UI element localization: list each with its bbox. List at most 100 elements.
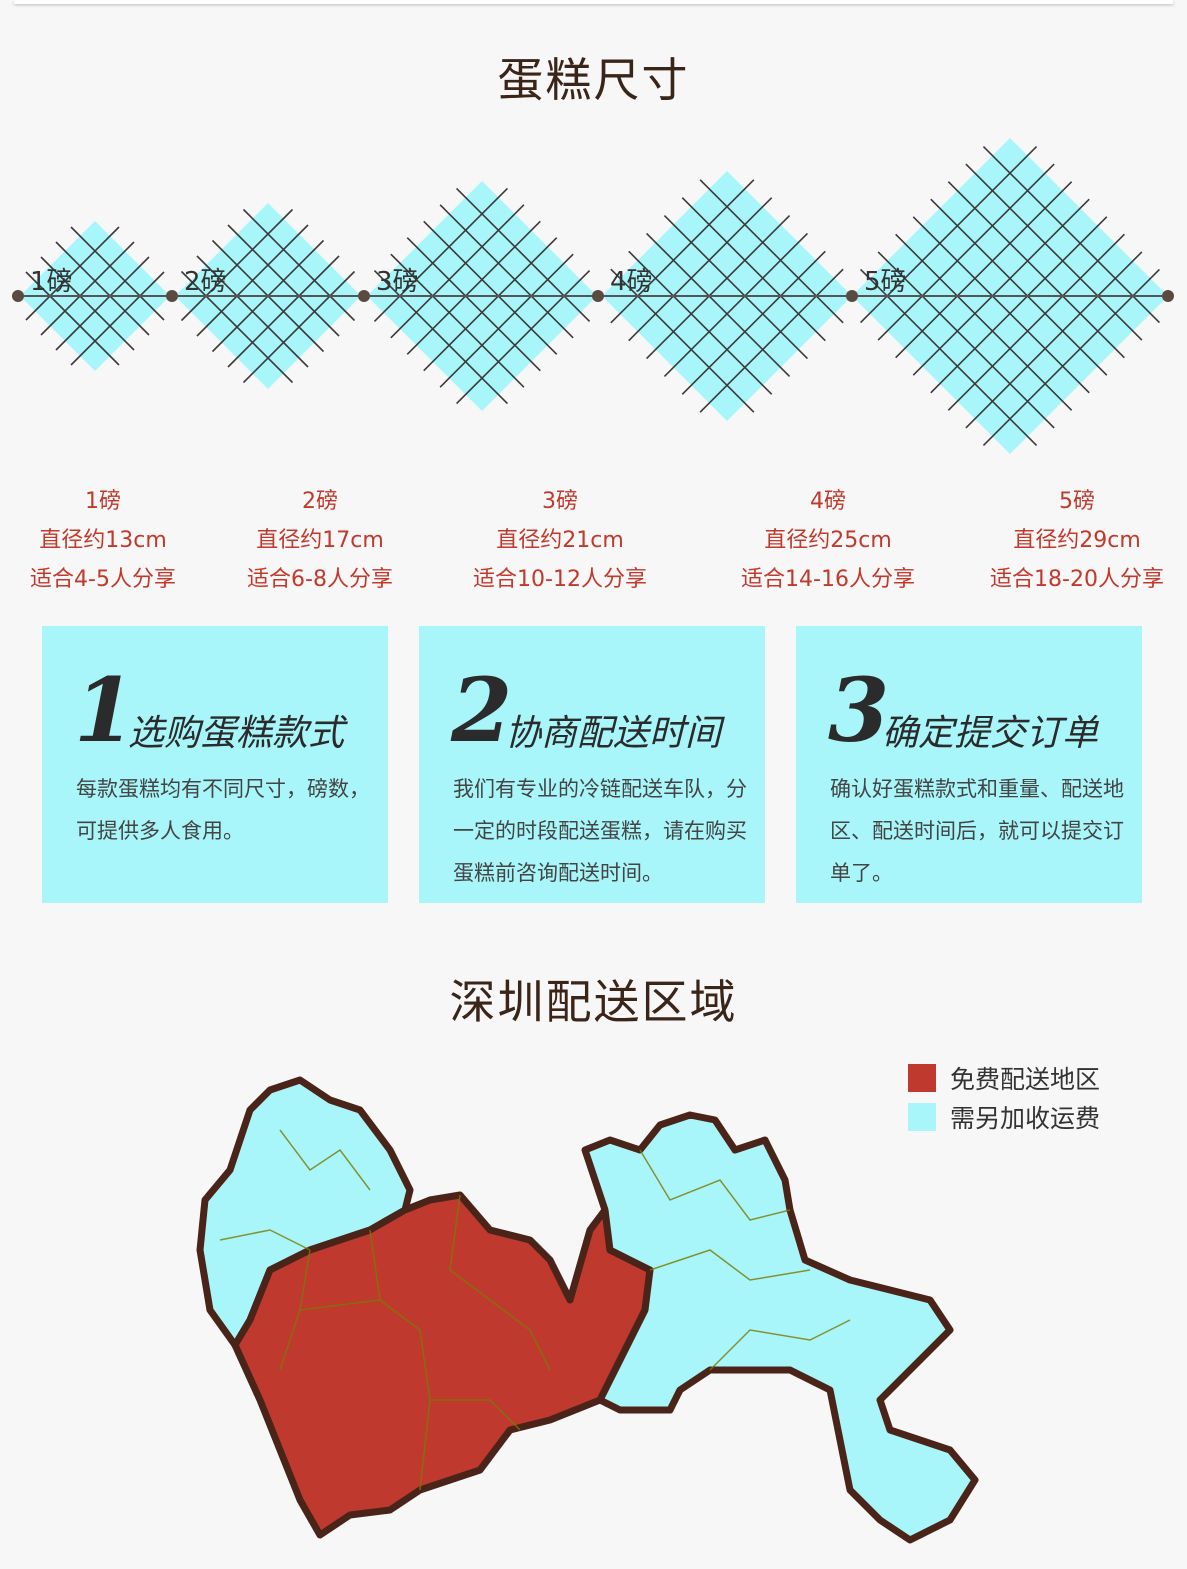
step-card-3: 3 确定提交订单 确认好蛋糕款式和重量、配送地区、配送时间后，就可以提交订单了。 xyxy=(796,626,1142,903)
step-number: 1 xyxy=(74,658,136,762)
grid-line xyxy=(663,215,808,360)
step-title: 协商配送时间 xyxy=(505,713,722,754)
size-spec: 1磅 直径约13cm 适合4-5人分享 xyxy=(0,482,213,599)
size-weight: 5磅 xyxy=(1059,489,1095,514)
size-spec: 5磅 直径约29cm 适合18-20人分享 xyxy=(967,482,1187,599)
size-diagram: 1磅 2磅 3磅 4磅 5磅 xyxy=(12,138,1174,454)
sizes-title: 蛋糕尺寸 xyxy=(497,53,690,107)
grid-line xyxy=(70,226,165,321)
grid-line xyxy=(55,256,150,351)
grid-line xyxy=(456,187,591,322)
grid-line xyxy=(227,255,340,368)
size-serves: 适合10-12人分享 xyxy=(473,567,647,592)
grid-line xyxy=(628,197,773,342)
size-weight: 4磅 xyxy=(810,489,846,514)
size-diameter: 直径约21cm xyxy=(496,528,624,553)
size-weight: 1磅 xyxy=(85,489,121,514)
size-serves: 适合14-16人分享 xyxy=(741,567,915,592)
grid-line xyxy=(912,198,1090,376)
step-number: 2 xyxy=(451,658,513,762)
grid-line xyxy=(25,271,120,366)
grid-line xyxy=(423,220,558,355)
diameter-dot xyxy=(846,290,858,302)
grid-line xyxy=(456,270,591,405)
grid-line xyxy=(930,198,1108,376)
grid-line xyxy=(895,181,1073,359)
diameter-dot xyxy=(592,290,604,302)
size-spec: 4磅直径约25cm 适合14-16人分享 xyxy=(718,482,938,599)
step-text: 我们有专业的冷链配送车队，分一定的时段配送蛋糕，请在购买蛋糕前咨询配送时间。 xyxy=(453,777,747,885)
grid-line xyxy=(965,163,1143,341)
diameter-dot xyxy=(358,290,370,302)
grid-line xyxy=(25,226,120,321)
grid-line xyxy=(947,181,1125,359)
step-number: 3 xyxy=(828,658,890,762)
map-region-extra-east xyxy=(581,1111,979,1544)
grid-line xyxy=(877,163,1055,341)
size-weight: 2磅 xyxy=(302,489,338,514)
grid-line xyxy=(895,233,1073,411)
diameter-dot xyxy=(12,290,24,302)
grid-line xyxy=(681,197,826,342)
diagram-weight-label: 5磅 xyxy=(864,267,907,297)
grid-line xyxy=(628,250,773,395)
grid-line xyxy=(947,233,1125,411)
legend-extra: 需另加收运费 xyxy=(908,1097,1100,1136)
step-card-2: 2 协商配送时间我们有专业的冷链配送车队，分一定的时段配送蛋糕，请在购买蛋糕前咨询… xyxy=(419,626,765,903)
grid-line xyxy=(439,204,574,339)
grid-line xyxy=(930,216,1108,394)
grid-line xyxy=(373,270,508,405)
grid-line xyxy=(982,145,1161,324)
size-weight: 3磅 xyxy=(542,489,578,514)
legend-swatch-red xyxy=(908,1063,936,1092)
size-serves: 适合18-20人分享 xyxy=(990,567,1164,592)
grid-line xyxy=(982,268,1161,447)
step-text: 确认好蛋糕款式和重量、配送地区、配送时间后，就可以提交订单了。 xyxy=(830,777,1124,885)
step-text: 每款蛋糕均有不同尺寸，磅数，可提供多人食用。 xyxy=(76,777,370,843)
grid-line xyxy=(242,270,356,384)
grid-line xyxy=(242,208,356,322)
diagram-weight-label: 2磅 xyxy=(184,267,227,297)
legend-swatch-cyan xyxy=(908,1102,936,1131)
diagram-weight-label: 4磅 xyxy=(610,267,653,297)
size-diameter: 直径约17cm xyxy=(256,528,384,553)
grid-line xyxy=(406,220,541,355)
grid-line xyxy=(40,256,135,351)
diagram-weight-label: 1磅 xyxy=(30,267,73,297)
grid-line xyxy=(646,215,791,360)
grid-line xyxy=(912,216,1090,394)
grid-line xyxy=(859,268,1038,447)
top-bar xyxy=(14,0,1173,4)
size-serves: 适合6-8人分享 xyxy=(247,567,393,592)
legend-free: 免费配送地区 xyxy=(908,1058,1100,1097)
size-spec: 2磅直径约17cm 适合6-8人分享 xyxy=(210,482,430,599)
size-spec: 3磅直径约21cm 适合10-12人分享 xyxy=(450,482,670,599)
step-card-1: 1 选购蛋糕款式每款蛋糕均有不同尺寸，磅数，可提供多人食用。 xyxy=(42,626,388,903)
size-serves: 适合4-5人分享 xyxy=(30,567,176,592)
diagram-weight-label: 3磅 xyxy=(376,267,419,297)
diameter-dot xyxy=(166,290,178,302)
grid-line xyxy=(40,241,135,336)
grid-line xyxy=(373,187,508,322)
grid-line xyxy=(390,204,525,339)
legend-label: 免费配送地区 xyxy=(950,1064,1101,1094)
diameter-dot xyxy=(1162,290,1174,302)
grid-line xyxy=(390,253,525,388)
grid-line xyxy=(439,253,574,388)
legend-label: 需另加收运费 xyxy=(950,1103,1101,1133)
grid-line xyxy=(699,268,844,413)
step-title: 选购蛋糕款式 xyxy=(128,713,345,754)
grid-line xyxy=(681,250,826,395)
grid-line xyxy=(859,145,1038,324)
grid-line xyxy=(610,179,755,324)
grid-line xyxy=(699,179,844,324)
size-diameter: 直径约25cm xyxy=(764,528,892,553)
grid-line xyxy=(423,237,558,372)
grid-line xyxy=(406,237,541,372)
grid-line xyxy=(877,251,1055,429)
grid-line xyxy=(227,224,340,337)
shenzhen-map xyxy=(196,1076,979,1544)
grid-line xyxy=(663,232,808,377)
grid-line xyxy=(55,241,150,336)
grid-line xyxy=(610,268,755,413)
